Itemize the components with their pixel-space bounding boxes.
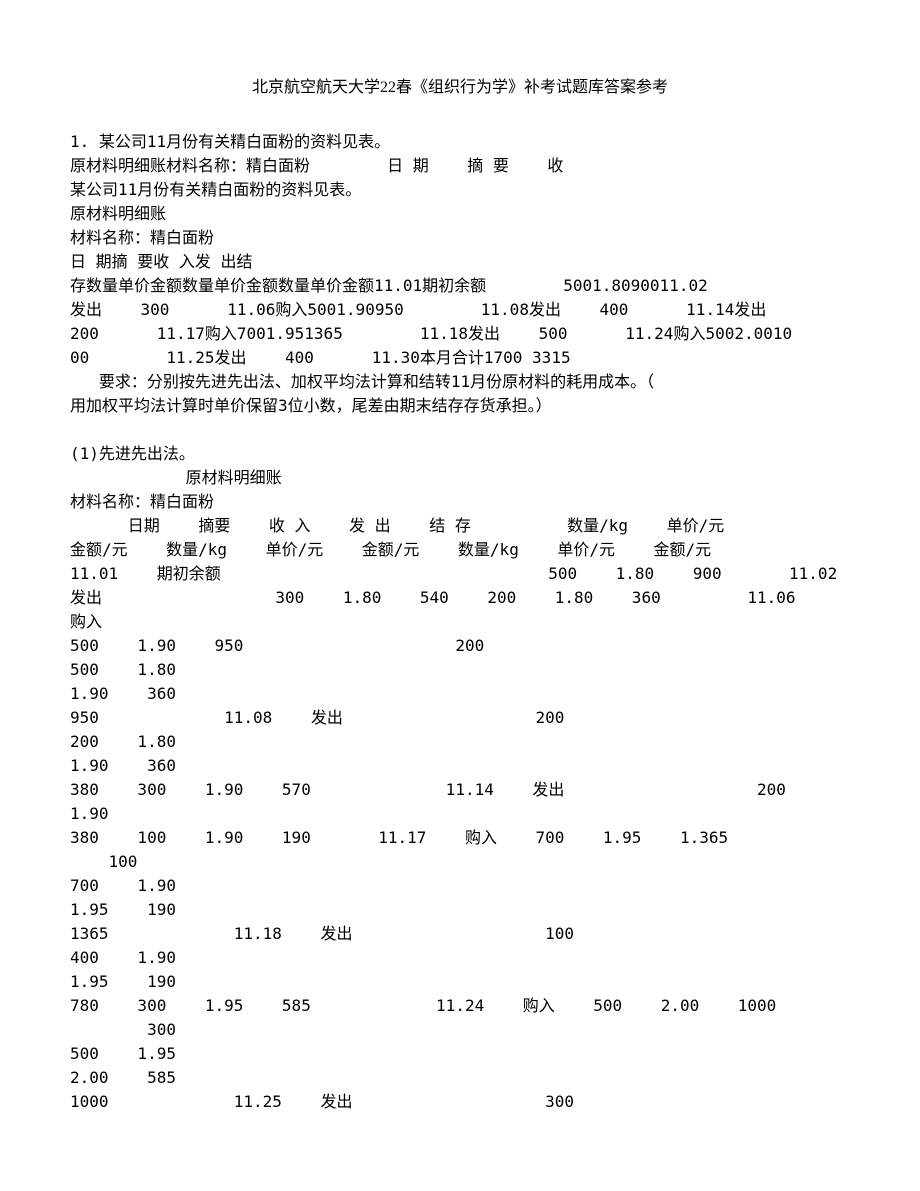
- body-line: 发出 300 11.06购入5001.90950 11.08发出 400 11.…: [70, 298, 850, 322]
- body-line: 材料名称：精白面粉: [70, 226, 850, 250]
- answer-sub: 原材料明细账: [70, 466, 850, 490]
- table-row: 1000 11.25 发出 300: [70, 1090, 850, 1114]
- body-line: 00 11.25发出 400 11.30本月合计1700 3315: [70, 346, 850, 370]
- table-row: 1365 11.18 发出 100: [70, 922, 850, 946]
- table-row: 1.95 190: [70, 898, 850, 922]
- page-title: 北京航空航天大学22春《组织行为学》补考试题库答案参考: [70, 76, 850, 100]
- answer-sub: 材料名称：精白面粉: [70, 490, 850, 514]
- spacer: [70, 418, 850, 442]
- table-row: 400 1.90: [70, 946, 850, 970]
- table-row: 300: [70, 1018, 850, 1042]
- table-row: 950 11.08 发出 200: [70, 706, 850, 730]
- question-number: 1. 某公司11月份有关精白面粉的资料见表。: [70, 130, 850, 154]
- table-row: 700 1.90: [70, 874, 850, 898]
- body-line: 200 11.17购入7001.951365 11.18发出 500 11.24…: [70, 322, 850, 346]
- body-line: 原材料明细账材料名称：精白面粉 日 期 摘 要 收: [70, 154, 850, 178]
- table-row: 1.95 190: [70, 970, 850, 994]
- body-line: 某公司11月份有关精白面粉的资料见表。: [70, 178, 850, 202]
- answer-header: (1)先进先出法。: [70, 442, 850, 466]
- table-row: 1.90 360: [70, 754, 850, 778]
- body-line: 要求：分别按先进先出法、加权平均法计算和结转11月份原材料的耗用成本。（: [70, 370, 850, 394]
- table-row: 500 1.90 950 200: [70, 634, 850, 658]
- table-row: 日期 摘要 收 入 发 出 结 存 数量/kg 单价/元: [70, 514, 850, 538]
- table-row: 金额/元 数量/kg 单价/元 金额/元 数量/kg 单价/元 金额/元: [70, 538, 850, 562]
- table-row: 500 1.95: [70, 1042, 850, 1066]
- table-row: 100: [70, 850, 850, 874]
- table-row: 1.90 360: [70, 682, 850, 706]
- table-row: 2.00 585: [70, 1066, 850, 1090]
- table-row: 380 100 1.90 190 11.17 购入 700 1.95 1.365: [70, 826, 850, 850]
- table-row: 780 300 1.95 585 11.24 购入 500 2.00 1000: [70, 994, 850, 1018]
- body-line: 日 期摘 要收 入发 出结: [70, 250, 850, 274]
- body-line: 原材料明细账: [70, 202, 850, 226]
- table-row: 200 1.80: [70, 730, 850, 754]
- body-line: 存数量单价金额数量单价金额数量单价金额11.01期初余额 5001.809001…: [70, 274, 850, 298]
- table-row: 11.01 期初余额 500 1.80 900 11.02: [70, 562, 850, 586]
- body-line: 用加权平均法计算时单价保留3位小数，尾差由期末结存存货承担。）: [70, 394, 850, 418]
- table-row: 380 300 1.90 570 11.14 发出 200 1.90: [70, 778, 850, 826]
- table-row: 发出 300 1.80 540 200 1.80 360 11.06 购入: [70, 586, 850, 634]
- table-row: 500 1.80: [70, 658, 850, 682]
